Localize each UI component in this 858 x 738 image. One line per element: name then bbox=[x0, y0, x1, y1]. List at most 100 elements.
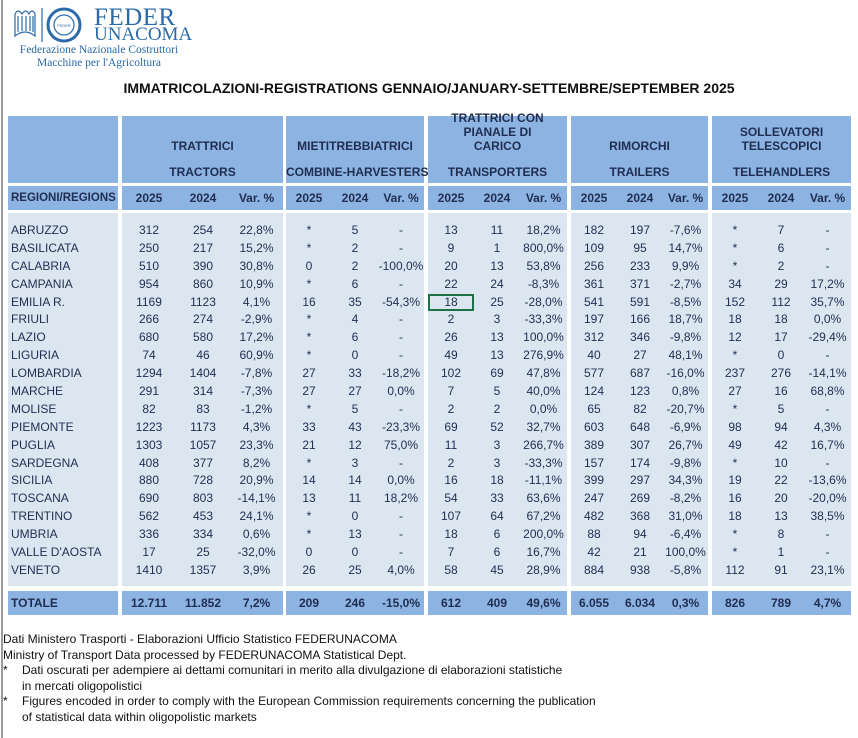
table-cell[interactable]: -28,0% bbox=[520, 293, 567, 312]
table-cell[interactable]: 91 bbox=[758, 561, 804, 580]
table-cell[interactable]: 16 bbox=[286, 293, 332, 312]
table-cell[interactable]: -14,1% bbox=[804, 365, 851, 384]
table-cell[interactable]: 4,3% bbox=[230, 418, 283, 437]
table-cell[interactable]: 35 bbox=[332, 293, 378, 312]
table-cell[interactable]: 361 bbox=[571, 275, 617, 294]
table-cell[interactable]: - bbox=[378, 544, 424, 562]
table-cell[interactable]: 580 bbox=[176, 329, 230, 348]
table-cell[interactable]: 28,9% bbox=[520, 561, 567, 580]
table-cell[interactable]: 1303 bbox=[122, 436, 176, 455]
table-cell[interactable]: -29,4% bbox=[804, 329, 851, 348]
table-cell[interactable]: 7 bbox=[428, 383, 474, 401]
table-cell[interactable]: 33 bbox=[474, 490, 520, 509]
table-cell[interactable]: 67,2% bbox=[520, 508, 567, 527]
table-cell[interactable]: 27 bbox=[712, 383, 758, 401]
table-cell[interactable]: 2 bbox=[332, 257, 378, 276]
table-cell[interactable]: 16 bbox=[758, 383, 804, 401]
table-cell[interactable]: 40 bbox=[571, 347, 617, 366]
table-cell[interactable]: - bbox=[378, 239, 424, 258]
region-name[interactable]: UMBRIA bbox=[8, 526, 118, 545]
table-cell[interactable]: * bbox=[286, 275, 332, 294]
table-cell[interactable]: -23,3% bbox=[378, 418, 424, 437]
table-cell[interactable]: -16,0% bbox=[663, 365, 708, 384]
table-cell[interactable]: 197 bbox=[571, 311, 617, 330]
table-cell[interactable]: 26,7% bbox=[663, 436, 708, 455]
table-cell[interactable]: 1357 bbox=[176, 561, 230, 580]
table-cell[interactable]: 14 bbox=[332, 472, 378, 491]
table-cell[interactable]: 68,8% bbox=[804, 383, 851, 401]
table-cell[interactable]: 60,9% bbox=[230, 347, 283, 366]
table-cell[interactable]: 17 bbox=[758, 329, 804, 348]
table-cell[interactable]: -2,9% bbox=[230, 311, 283, 330]
table-cell[interactable]: -6,4% bbox=[663, 526, 708, 545]
table-cell[interactable]: -33,3% bbox=[520, 454, 567, 473]
table-cell[interactable]: 157 bbox=[571, 454, 617, 473]
table-cell[interactable]: 166 bbox=[617, 311, 663, 330]
table-cell[interactable]: 2 bbox=[428, 311, 474, 330]
table-cell[interactable]: - bbox=[804, 222, 851, 240]
table-cell[interactable]: 291 bbox=[122, 383, 176, 401]
table-cell[interactable]: 88 bbox=[571, 526, 617, 545]
table-cell[interactable]: 648 bbox=[617, 418, 663, 437]
table-cell[interactable]: 95 bbox=[617, 239, 663, 258]
table-cell[interactable]: 390 bbox=[176, 257, 230, 276]
table-cell[interactable]: 884 bbox=[571, 561, 617, 580]
table-cell[interactable]: 27 bbox=[332, 383, 378, 401]
table-cell[interactable]: 938 bbox=[617, 561, 663, 580]
table-cell[interactable]: 42 bbox=[758, 436, 804, 455]
table-cell[interactable]: 680 bbox=[122, 329, 176, 348]
table-cell[interactable]: 5 bbox=[758, 400, 804, 419]
table-cell[interactable]: 64 bbox=[474, 508, 520, 527]
table-cell[interactable]: 217 bbox=[176, 239, 230, 258]
table-cell[interactable]: * bbox=[286, 311, 332, 330]
table-cell[interactable]: -32,0% bbox=[230, 544, 283, 562]
table-cell[interactable]: 94 bbox=[617, 526, 663, 545]
table-cell[interactable]: * bbox=[286, 508, 332, 527]
table-cell[interactable]: 3,9% bbox=[230, 561, 283, 580]
region-name[interactable]: TOSCANA bbox=[8, 490, 118, 509]
table-cell[interactable]: 200,0% bbox=[520, 526, 567, 545]
table-cell[interactable]: 4 bbox=[332, 311, 378, 330]
table-cell[interactable]: 408 bbox=[122, 454, 176, 473]
table-cell[interactable]: - bbox=[378, 347, 424, 366]
table-cell[interactable]: 16,7% bbox=[520, 544, 567, 562]
table-cell[interactable]: 510 bbox=[122, 257, 176, 276]
table-cell[interactable]: -6,9% bbox=[663, 418, 708, 437]
table-cell[interactable]: 346 bbox=[617, 329, 663, 348]
table-cell[interactable]: 46 bbox=[176, 347, 230, 366]
table-cell[interactable]: 13 bbox=[474, 257, 520, 276]
table-cell[interactable]: 82 bbox=[617, 400, 663, 419]
table-cell[interactable]: 69 bbox=[474, 365, 520, 384]
table-cell[interactable]: 20,9% bbox=[230, 472, 283, 491]
table-cell[interactable]: 297 bbox=[617, 472, 663, 491]
table-cell[interactable]: 3 bbox=[474, 311, 520, 330]
table-cell[interactable]: 1123 bbox=[176, 293, 230, 312]
table-cell[interactable]: 52 bbox=[474, 418, 520, 437]
table-cell[interactable]: 2 bbox=[474, 400, 520, 419]
table-cell[interactable]: 13 bbox=[474, 329, 520, 348]
table-cell[interactable]: 0,0% bbox=[804, 311, 851, 330]
table-cell[interactable]: 250 bbox=[122, 239, 176, 258]
table-cell[interactable]: 18 bbox=[758, 311, 804, 330]
table-cell[interactable]: 860 bbox=[176, 275, 230, 294]
table-cell[interactable]: 11 bbox=[332, 490, 378, 509]
table-cell[interactable]: 16,7% bbox=[804, 436, 851, 455]
table-cell[interactable]: 5 bbox=[332, 222, 378, 240]
table-cell[interactable]: -20,7% bbox=[663, 400, 708, 419]
region-name[interactable]: LAZIO bbox=[8, 329, 118, 348]
table-cell[interactable]: 276,9% bbox=[520, 347, 567, 366]
table-cell[interactable]: 27 bbox=[286, 365, 332, 384]
table-cell[interactable]: 124 bbox=[571, 383, 617, 401]
table-cell[interactable]: * bbox=[286, 329, 332, 348]
table-cell[interactable]: 25 bbox=[332, 561, 378, 580]
table-cell[interactable]: 6 bbox=[474, 526, 520, 545]
table-cell[interactable]: 49 bbox=[428, 347, 474, 366]
table-cell[interactable]: 21 bbox=[617, 544, 663, 562]
table-cell[interactable]: -33,3% bbox=[520, 311, 567, 330]
region-name[interactable]: CALABRIA bbox=[8, 257, 118, 276]
table-cell[interactable]: * bbox=[286, 400, 332, 419]
table-cell[interactable]: 4,3% bbox=[804, 418, 851, 437]
table-cell[interactable]: -7,8% bbox=[230, 365, 283, 384]
table-cell[interactable]: 40,0% bbox=[520, 383, 567, 401]
table-cell[interactable]: 16 bbox=[712, 490, 758, 509]
